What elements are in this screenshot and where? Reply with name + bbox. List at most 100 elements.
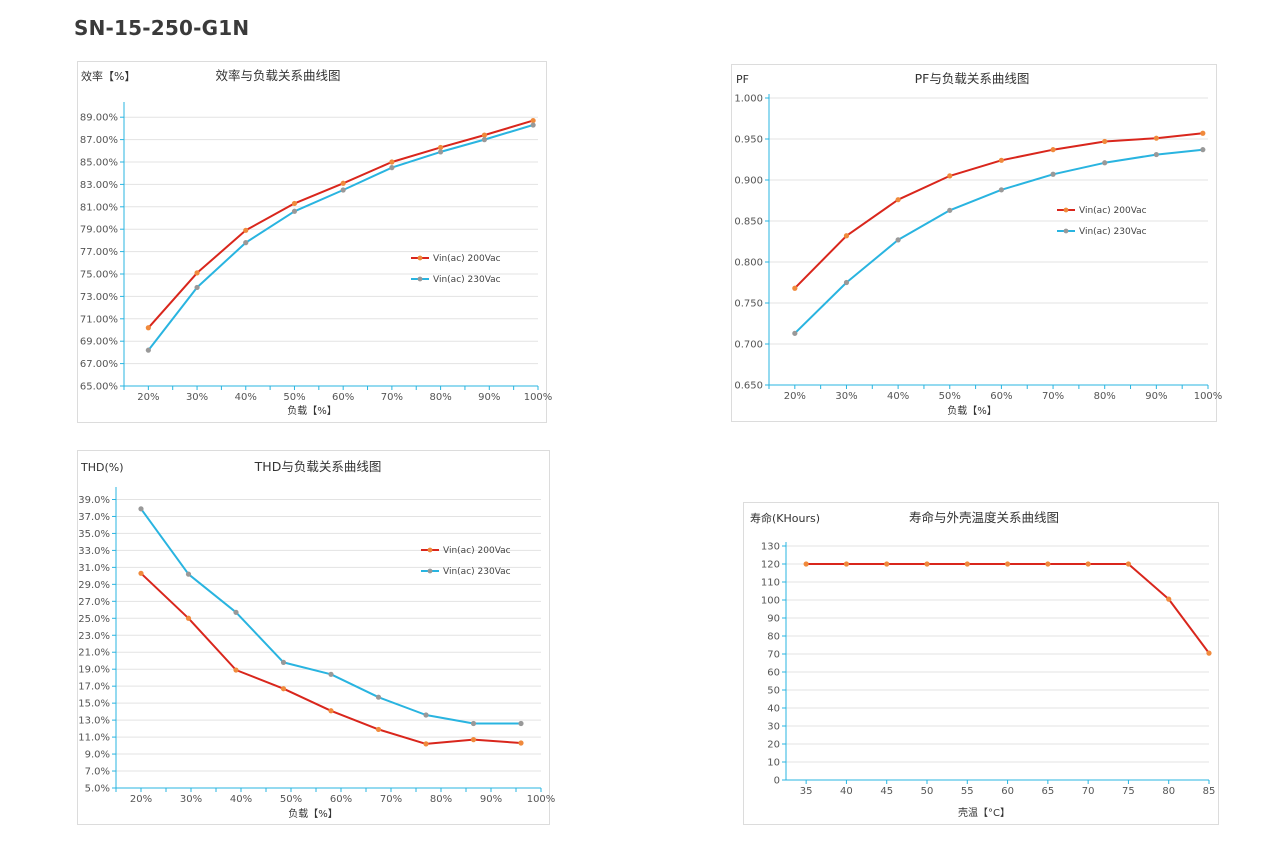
x-tick-label: 40%: [235, 392, 257, 403]
data-point: [389, 159, 395, 165]
data-point: [803, 561, 809, 567]
x-tick-label: 60%: [332, 392, 354, 403]
x-tick-label: 65: [1041, 786, 1054, 797]
y-tick-label: 0.950: [734, 135, 763, 146]
y-tick-label: 83.00%: [80, 180, 118, 191]
data-point: [1153, 151, 1159, 158]
data-point: [328, 708, 334, 714]
data-point: [138, 570, 144, 576]
legend-label: Vin(ac) 200Vac: [433, 254, 501, 264]
data-point: [138, 506, 144, 512]
y-tick-label: 71.00%: [80, 314, 118, 325]
x-tick-label: 30%: [835, 391, 857, 402]
series-line: [147, 124, 534, 351]
y-tick-label: 11.0%: [78, 733, 110, 744]
data-point: [1050, 147, 1056, 153]
y-tick-label: 73.00%: [80, 292, 118, 303]
data-point: [1045, 561, 1051, 567]
y-tick-label: 1.000: [734, 94, 763, 105]
data-point: [518, 720, 524, 727]
y-tick-label: 67.00%: [80, 359, 118, 370]
data-point: [375, 726, 382, 733]
x-tick-label: 35: [800, 786, 813, 797]
y-tick-label: 29.0%: [78, 580, 110, 591]
x-tick-label: 85: [1203, 786, 1216, 797]
data-point: [518, 740, 524, 746]
efficiency-svg: 效率与负载关系曲线图 效率【%】负载【%】 65.00% 67.00% 69.00% 71…: [80, 68, 552, 417]
data-point: [145, 325, 151, 331]
data-point: [185, 615, 192, 621]
series-line: [794, 148, 1203, 335]
x-tick-label: 60%: [330, 794, 352, 805]
data-point: [998, 157, 1005, 163]
series-line: [140, 572, 522, 745]
y-tick-label: 0.850: [734, 217, 763, 228]
x-tick-label: 50%: [280, 794, 302, 805]
x-tick-label: 90%: [480, 794, 502, 805]
data-point: [1102, 138, 1108, 145]
data-point: [1200, 147, 1206, 153]
x-tick-label: 30%: [186, 392, 208, 403]
thd-chart: THD与负载关系曲线图 THD(%) 负载【%】 5.0% 7.0% 9.0% 11.0% 1…: [77, 450, 555, 825]
data-point: [947, 207, 953, 213]
page-title: SN-15-250-G1N: [74, 16, 250, 40]
x-tick-label: 20%: [130, 794, 152, 805]
y-tick-label: 20: [767, 740, 780, 751]
data-point: [1050, 171, 1056, 177]
x-tick-label: 80%: [430, 794, 452, 805]
y-axis-label: THD(%): [80, 461, 124, 474]
y-tick-label: 5.0%: [85, 784, 110, 795]
data-point: [340, 180, 346, 186]
y-tick-label: 39.0%: [78, 495, 110, 506]
y-tick-label: 60: [767, 668, 780, 679]
legend-marker: [427, 568, 433, 574]
y-axis-label: 寿命(KHours): [750, 511, 820, 525]
legend-label: Vin(ac) 230Vac: [1079, 227, 1147, 237]
data-point: [895, 197, 901, 203]
chart-title: 效率与负载关系曲线图: [215, 68, 340, 83]
y-tick-label: 120: [761, 560, 780, 571]
data-point: [375, 694, 382, 700]
y-tick-label: 13.0%: [78, 716, 110, 727]
data-point: [437, 144, 444, 151]
pf-chart: PF与负载关系曲线图 PF 负载【%】 0.650 0.700 0.750 0.800 0.8…: [731, 64, 1222, 422]
data-point: [1206, 650, 1212, 656]
x-tick-label: 70: [1082, 786, 1095, 797]
y-tick-label: 10: [767, 758, 780, 769]
x-tick-label: 80%: [429, 392, 451, 403]
series-line: [806, 563, 1210, 654]
y-tick-label: 100: [761, 596, 780, 607]
x-tick-label: 100%: [527, 794, 556, 805]
y-tick-label: 25.0%: [78, 614, 110, 625]
x-tick-label: 30%: [180, 794, 202, 805]
data-point: [1125, 561, 1132, 567]
y-tick-label: 65.00%: [80, 382, 118, 393]
legend-marker: [1063, 207, 1069, 213]
life-chart: 寿命与外壳温度关系曲线图 寿命(KHours) 壳温【°C】 0 10 20 30 40 50 6…: [743, 502, 1219, 825]
legend-marker: [417, 276, 423, 282]
data-point: [437, 149, 444, 155]
x-tick-label: 80%: [1094, 391, 1116, 402]
x-tick-label: 50: [921, 786, 934, 797]
legend-label: Vin(ac) 230Vac: [443, 567, 511, 577]
data-point: [530, 122, 536, 128]
x-axis-label: 负载【%】: [947, 404, 997, 417]
y-tick-label: 110: [761, 578, 780, 589]
data-point: [233, 609, 239, 615]
y-tick-label: 85.00%: [80, 158, 118, 169]
x-tick-label: 40: [840, 786, 853, 797]
y-tick-label: 90: [767, 614, 780, 625]
series-line: [140, 508, 521, 725]
data-point: [291, 208, 298, 214]
legend-label: Vin(ac) 200Vac: [443, 546, 511, 556]
data-point: [964, 561, 970, 567]
data-point: [185, 571, 192, 577]
data-point: [481, 132, 488, 138]
y-tick-label: 23.0%: [78, 631, 110, 642]
y-tick-label: 40: [767, 704, 780, 715]
y-tick-label: 130: [761, 542, 780, 553]
data-point: [280, 686, 287, 692]
y-tick-label: 9.0%: [85, 750, 110, 761]
x-tick-label: 50%: [939, 391, 961, 402]
data-point: [843, 233, 850, 239]
